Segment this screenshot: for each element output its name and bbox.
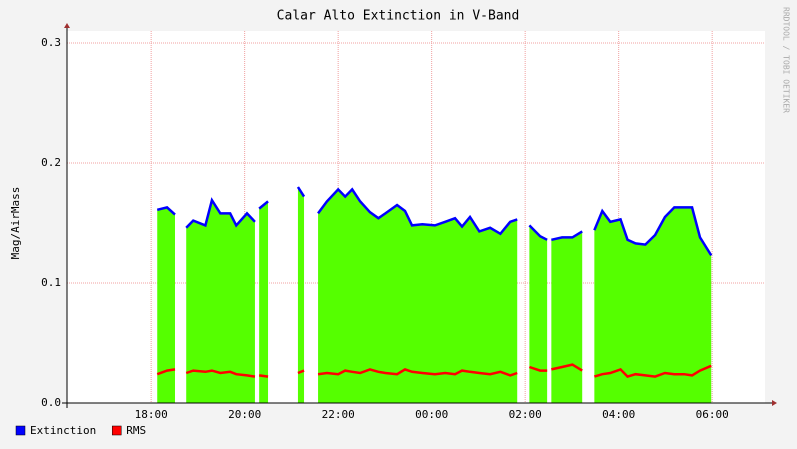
legend-swatch xyxy=(111,425,122,436)
legend-swatch xyxy=(15,425,26,436)
y-tick-label: 0.1 xyxy=(41,276,61,289)
y-tick-label: 0.0 xyxy=(41,396,61,409)
x-tick-label: 02:00 xyxy=(509,408,542,421)
x-tick-label: 00:00 xyxy=(415,408,448,421)
legend-label: Extinction xyxy=(30,424,96,437)
watermark: RRDTOOL / TOBI OETIKER xyxy=(782,7,791,113)
area xyxy=(157,187,712,403)
line xyxy=(156,186,713,257)
line xyxy=(156,363,712,379)
x-tick-label: 04:00 xyxy=(602,408,635,421)
x-tick-label: 22:00 xyxy=(322,408,355,421)
y-tick-label: 0.2 xyxy=(41,156,61,169)
legend: Extinction RMS xyxy=(15,424,146,437)
grid: 0.0 0.1 0.2 0.3 18:00 20:00 22:00 00:00 02:00 04:… xyxy=(41,31,765,421)
x-axis-arrow xyxy=(772,400,777,406)
axes xyxy=(62,23,777,408)
x-tick-label: 06:00 xyxy=(696,408,729,421)
y-axis-label: Mag/AirMass xyxy=(9,187,22,260)
x-tick-label: 20:00 xyxy=(228,408,261,421)
y-tick-label: 0.3 xyxy=(41,36,61,49)
marks xyxy=(156,186,713,403)
y-axis-arrow xyxy=(64,23,70,28)
chart-title: Calar Alto Extinction in V-Band xyxy=(277,9,520,24)
x-tick-label: 18:00 xyxy=(135,408,168,421)
legend-label: RMS xyxy=(126,424,146,437)
